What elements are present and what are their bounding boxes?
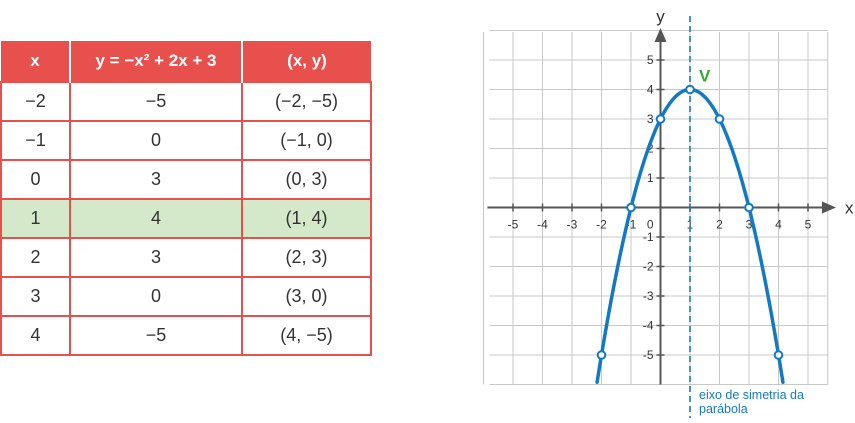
cell-pair: (−2, −5) — [241, 81, 372, 122]
y-tick-label: 3 — [647, 112, 654, 126]
x-axis-label: x — [845, 199, 854, 218]
header-x: x — [1, 41, 70, 82]
data-point — [714, 114, 725, 124]
table-row: 2 3 (2, 3) — [0, 237, 372, 278]
x-tick-label: 4 — [775, 218, 782, 232]
x-tick-label: 1 — [687, 218, 694, 232]
cell-y: −5 — [69, 315, 243, 356]
data-point — [744, 202, 754, 213]
y-axis-label: y — [656, 7, 665, 26]
table-row: −2 −5 (−2, −5) — [0, 81, 372, 122]
table-row: −1 0 (−1, 0) — [0, 120, 372, 161]
vertex-label: V — [699, 67, 711, 86]
cell-pair: (4, −5) — [241, 315, 372, 356]
header-function: y = −x² + 2x + 3 — [69, 41, 242, 82]
values-table: x y = −x² + 2x + 3 (x, y) −2 −5 (−2, −5) −1… — [0, 41, 372, 356]
x-tick-label: 2 — [716, 218, 723, 232]
data-point — [685, 84, 695, 95]
axis-of-symmetry-label: eixo de simetria da — [699, 388, 804, 402]
x-tick-label: -5 — [508, 218, 519, 232]
table-row: 1 4 (1, 4) — [0, 198, 372, 239]
header-pair: (x, y) — [241, 41, 371, 82]
y-tick-label: 4 — [647, 83, 654, 97]
cell-x: 4 — [0, 315, 71, 356]
cell-x: 1 — [0, 198, 71, 239]
y-tick-label: 5 — [647, 53, 654, 67]
x-tick-label: -4 — [537, 218, 548, 232]
table-header-row: x y = −x² + 2x + 3 (x, y) — [1, 41, 371, 82]
table-body: −2 −5 (−2, −5) −1 0 (−1, 0) 0 3 (0, 3) 1 4 (1, 4) 2 3… — [0, 81, 372, 356]
origin-label: 0 — [647, 218, 654, 232]
data-point — [773, 350, 784, 360]
y-tick-label: -3 — [643, 289, 654, 303]
cell-pair: (2, 3) — [241, 237, 372, 278]
x-tick-label: -1 — [626, 218, 637, 232]
cell-pair: (0, 3) — [241, 159, 372, 200]
cell-pair: (1, 4) — [241, 198, 372, 239]
data-point — [596, 350, 607, 360]
cell-y: 0 — [69, 120, 243, 161]
cell-x: −1 — [0, 120, 71, 161]
cell-x: 2 — [0, 237, 71, 278]
cell-x: 0 — [0, 159, 71, 200]
y-tick-label: -2 — [643, 260, 654, 274]
cell-x: 3 — [0, 276, 71, 317]
table-row: 0 3 (0, 3) — [0, 159, 372, 200]
table-row: 4 −5 (4, −5) — [0, 315, 372, 356]
x-tick-label: 5 — [805, 218, 812, 232]
cell-y: 3 — [69, 237, 243, 278]
y-tick-label: -4 — [643, 319, 654, 333]
cell-pair: (3, 0) — [241, 276, 372, 317]
x-tick-label: 3 — [746, 218, 753, 232]
x-axis-arrow — [822, 201, 836, 214]
data-point — [626, 202, 636, 213]
y-axis-arrow — [654, 28, 667, 42]
cell-y: −5 — [69, 81, 243, 122]
x-tick-label: -3 — [567, 218, 578, 232]
cell-y: 0 — [69, 276, 243, 317]
cell-x: −2 — [0, 81, 71, 122]
cell-y: 3 — [69, 159, 243, 200]
y-tick-label: 1 — [647, 171, 654, 185]
data-point — [655, 114, 666, 124]
x-tick-label: -2 — [596, 218, 607, 232]
cell-y: 4 — [69, 198, 243, 239]
table-row: 3 0 (3, 0) — [0, 276, 372, 317]
cell-pair: (−1, 0) — [241, 120, 372, 161]
y-tick-label: -5 — [643, 348, 654, 362]
y-tick-label: 2 — [647, 142, 654, 156]
y-tick-label: -1 — [643, 230, 654, 244]
axis-of-symmetry-label: parábola — [699, 402, 748, 416]
